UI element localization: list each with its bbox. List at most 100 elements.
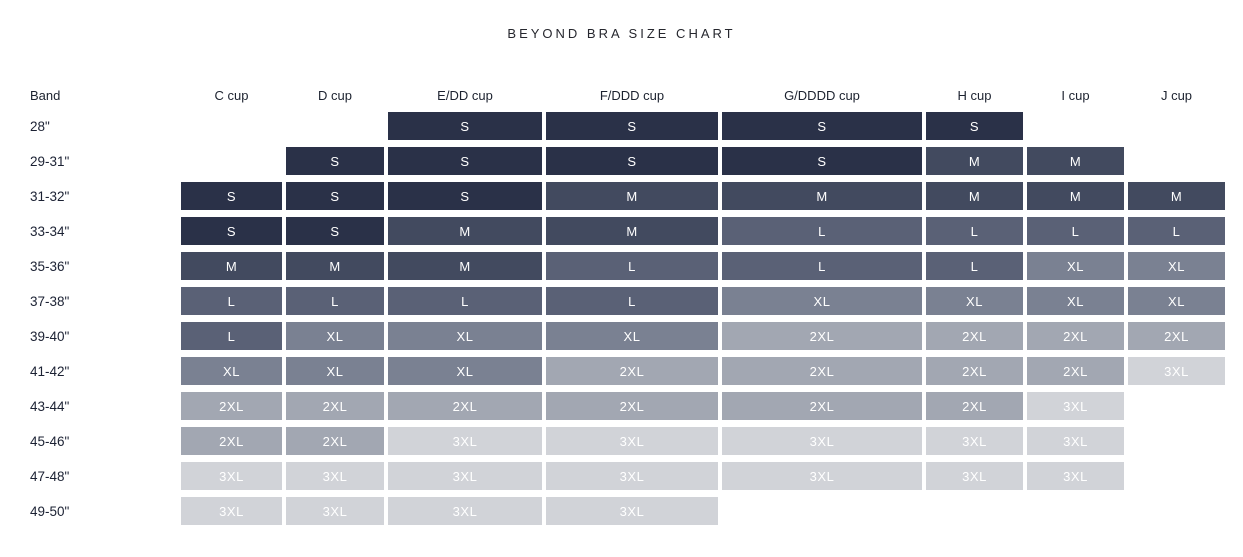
size-cell: S (181, 217, 282, 245)
size-cell: XL (1027, 252, 1124, 280)
empty-cell (1027, 112, 1124, 140)
size-cell: L (181, 322, 282, 350)
size-cell: 2XL (1027, 322, 1124, 350)
band-label: 41-42" (30, 363, 70, 379)
size-cell: 3XL (181, 497, 282, 525)
page-title: BEYOND BRA SIZE CHART (507, 26, 736, 41)
cup-column-header: F/DDD cup (599, 88, 665, 103)
band-label: 49-50" (30, 503, 70, 519)
size-cell: 2XL (1027, 357, 1124, 385)
size-cell: M (388, 252, 542, 280)
size-cell: 2XL (286, 427, 384, 455)
size-cell: 2XL (181, 392, 282, 420)
size-cell: XL (388, 322, 542, 350)
size-cell: 2XL (546, 357, 718, 385)
size-cell: M (181, 252, 282, 280)
size-cell: L (1128, 217, 1225, 245)
empty-cell (181, 112, 282, 140)
size-cell: XL (1128, 252, 1225, 280)
size-cell: M (388, 217, 542, 245)
size-cell: XL (286, 322, 384, 350)
size-cell: S (926, 112, 1023, 140)
size-cell: 2XL (722, 322, 922, 350)
size-cell: M (546, 217, 718, 245)
size-cell: XL (181, 357, 282, 385)
size-cell: L (1027, 217, 1124, 245)
size-cell: 3XL (546, 497, 718, 525)
band-label: 39-40" (30, 328, 70, 344)
size-chart-table: Band C cup D cup E/DD cup F/DDD cup G/DDDD cu… (30, 88, 1225, 525)
size-cell: XL (546, 322, 718, 350)
size-cell: M (926, 147, 1023, 175)
size-cell: S (388, 147, 542, 175)
size-cell: 2XL (546, 392, 718, 420)
table-body: 28" S S S S 29-31" S S S S M M 31-32" S S S M M M M M 33-34" S… (30, 112, 1225, 525)
empty-cell (1128, 147, 1225, 175)
cup-column-header: H cup (957, 88, 992, 103)
size-cell: M (722, 182, 922, 210)
size-cell: S (546, 147, 718, 175)
size-cell: 3XL (286, 497, 384, 525)
band-column-header: Band (30, 88, 61, 103)
table-header-row: Band C cup D cup E/DD cup F/DDD cup G/DDDD cu… (30, 88, 1225, 103)
band-label: 47-48" (30, 468, 70, 484)
size-cell: 3XL (1027, 392, 1124, 420)
size-cell: 2XL (926, 322, 1023, 350)
size-cell: S (388, 112, 542, 140)
empty-cell (1128, 112, 1225, 140)
size-cell: 2XL (722, 392, 922, 420)
empty-cell (722, 497, 922, 525)
cup-column-header: J cup (1160, 88, 1193, 103)
size-cell: L (286, 287, 384, 315)
size-cell: 2XL (926, 392, 1023, 420)
size-cell: 3XL (286, 462, 384, 490)
size-cell: S (286, 147, 384, 175)
size-cell: S (388, 182, 542, 210)
band-label: 35-36" (30, 258, 70, 274)
cup-column-header: C cup (214, 88, 249, 103)
size-cell: S (286, 217, 384, 245)
size-cell: XL (1128, 287, 1225, 315)
size-cell: M (1128, 182, 1225, 210)
size-cell: XL (286, 357, 384, 385)
size-cell: 3XL (722, 427, 922, 455)
band-label: 29-31" (30, 153, 70, 169)
size-cell: 3XL (1027, 427, 1124, 455)
empty-cell (181, 147, 282, 175)
cup-column-header: I cup (1061, 88, 1090, 103)
size-cell: L (181, 287, 282, 315)
size-cell: L (388, 287, 542, 315)
size-cell: 2XL (722, 357, 922, 385)
cup-column-header: D cup (318, 88, 352, 103)
size-cell: M (1027, 147, 1124, 175)
size-cell: XL (926, 287, 1023, 315)
size-cell: L (546, 287, 718, 315)
size-cell: 2XL (286, 392, 384, 420)
size-cell: 2XL (926, 357, 1023, 385)
size-cell: M (926, 182, 1023, 210)
cup-column-header: E/DD cup (437, 88, 493, 103)
size-cell: L (722, 217, 922, 245)
size-cell: S (181, 182, 282, 210)
size-cell: L (546, 252, 718, 280)
size-cell: S (722, 112, 922, 140)
empty-cell (1128, 462, 1225, 490)
size-cell: L (926, 217, 1023, 245)
size-cell: 3XL (926, 427, 1023, 455)
size-cell: 3XL (388, 427, 542, 455)
size-cell: M (546, 182, 718, 210)
empty-cell (1027, 497, 1124, 525)
size-cell: 3XL (722, 462, 922, 490)
size-cell: 3XL (1128, 357, 1225, 385)
size-cell: 3XL (181, 462, 282, 490)
band-label: 37-38" (30, 293, 70, 309)
empty-cell (286, 112, 384, 140)
size-cell: 3XL (388, 462, 542, 490)
empty-cell (1128, 497, 1225, 525)
size-cell: S (722, 147, 922, 175)
band-label: 43-44" (30, 398, 70, 414)
cup-column-header: G/DDDD cup (784, 88, 860, 103)
size-cell: 2XL (1128, 322, 1225, 350)
size-cell: 2XL (181, 427, 282, 455)
